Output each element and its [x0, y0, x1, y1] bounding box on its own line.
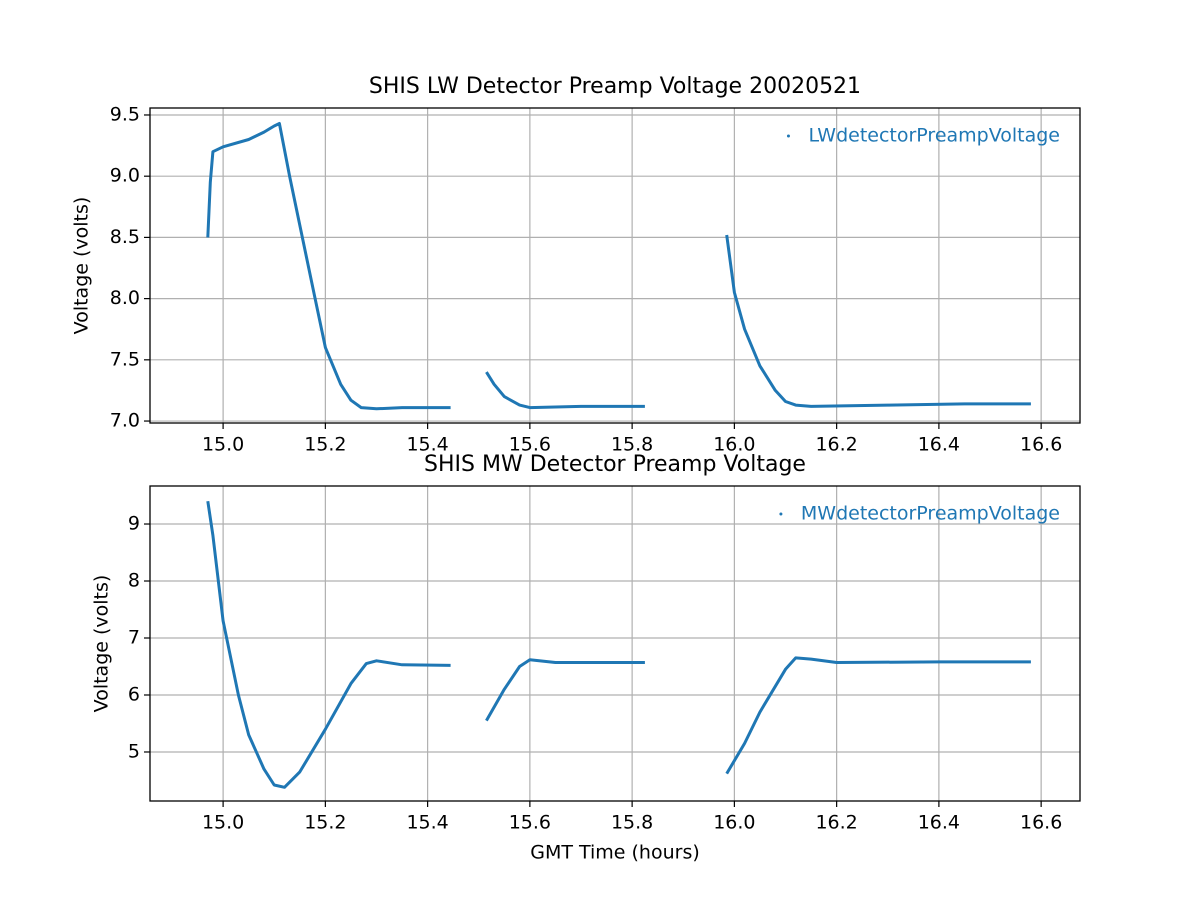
data-line — [725, 656, 1031, 775]
subplot: 15.0 15.2 15.4 15.6 15.8 16.0 16.2 16.4 16.6 5 6 7 8… — [91, 452, 1081, 864]
data-line — [485, 658, 645, 722]
x-tick-label: 16.0 — [713, 812, 755, 834]
x-tick-label: 15.8 — [611, 812, 653, 834]
x-tick-label: 16.0 — [713, 434, 755, 456]
y-tick-label: 7.0 — [110, 410, 140, 432]
data-line — [725, 234, 1031, 408]
y-tick-label: 9 — [128, 513, 140, 535]
x-axis-label: GMT Time (hours) — [530, 842, 700, 864]
y-tick-label: 8.5 — [110, 226, 140, 248]
y-tick-label: 8.0 — [110, 287, 140, 309]
y-axis-label: Voltage (volts) — [91, 575, 113, 713]
x-tick-label: 16.4 — [918, 434, 960, 456]
data-line — [206, 122, 451, 411]
y-tick-label: 7 — [128, 627, 140, 649]
x-tick-label: 16.6 — [1020, 812, 1062, 834]
x-tick-label: 15.4 — [406, 812, 448, 834]
x-tick-label: 16.6 — [1020, 434, 1062, 456]
x-tick-label: 15.0 — [202, 434, 244, 456]
legend-label: MWdetectorPreampVoltage — [801, 503, 1060, 525]
x-tick-label: 15.6 — [509, 812, 551, 834]
x-tick-label: 15.0 — [202, 812, 244, 834]
axes-frame — [149, 107, 1081, 424]
legend-marker — [779, 512, 783, 516]
x-tick-label: 15.4 — [406, 434, 448, 456]
y-tick-label: 6 — [128, 683, 140, 705]
x-tick-label: 15.2 — [304, 812, 346, 834]
x-tick-label: 15.8 — [611, 434, 653, 456]
plot-area — [150, 486, 1080, 801]
x-tick-label: 15.6 — [509, 434, 551, 456]
y-tick-label: 9.0 — [110, 165, 140, 187]
legend-marker — [786, 134, 790, 138]
x-tick-label: 16.2 — [815, 434, 857, 456]
y-tick-label: 9.5 — [110, 103, 140, 125]
data-line — [206, 500, 451, 789]
chart-title: SHIS MW Detector Preamp Voltage — [424, 452, 806, 477]
y-tick-label: 7.5 — [110, 348, 140, 370]
subplot: 15.0 15.2 15.4 15.6 15.8 16.0 16.2 16.4 16.6 7.0 7… — [71, 74, 1081, 456]
x-tick-label: 15.2 — [304, 434, 346, 456]
axes-frame — [149, 485, 1081, 802]
data-line — [485, 371, 645, 410]
chart-title: SHIS LW Detector Preamp Voltage 20020521 — [369, 74, 861, 99]
legend-label: LWdetectorPreampVoltage — [808, 125, 1060, 147]
x-tick-label: 16.4 — [918, 812, 960, 834]
x-tick-label: 16.2 — [815, 812, 857, 834]
y-tick-label: 5 — [128, 740, 140, 762]
y-axis-label: Voltage (volts) — [71, 197, 93, 335]
y-tick-label: 8 — [128, 570, 140, 592]
plot-area — [150, 108, 1080, 423]
